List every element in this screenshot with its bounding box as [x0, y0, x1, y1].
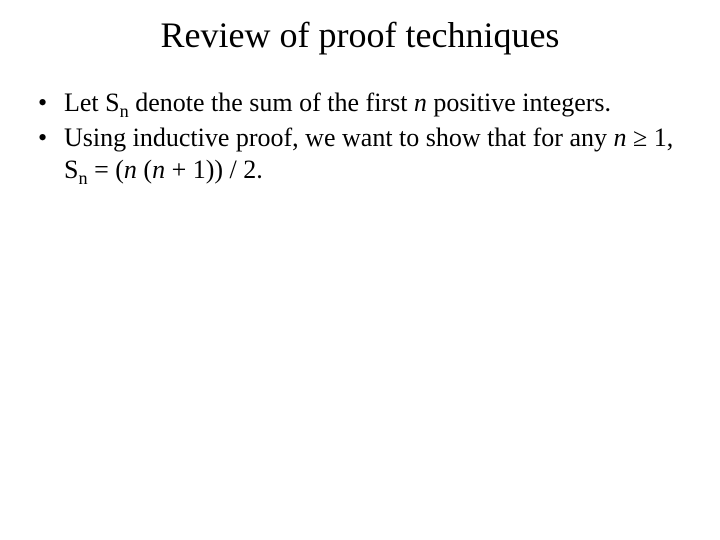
slide-title: Review of proof techniques	[30, 14, 690, 57]
list-item: Using inductive proof, we want to show t…	[38, 122, 690, 187]
subscript: n	[120, 101, 129, 121]
bullet-list: Let Sn denote the sum of the first n pos…	[38, 87, 690, 187]
subscript: n	[78, 168, 87, 188]
italic-text: n	[614, 123, 627, 152]
italic-text: n	[152, 155, 165, 184]
slide: Review of proof techniques Let Sn denote…	[0, 0, 720, 540]
italic-text: n	[414, 88, 427, 117]
list-item: Let Sn denote the sum of the first n pos…	[38, 87, 690, 120]
italic-text: n	[124, 155, 137, 184]
